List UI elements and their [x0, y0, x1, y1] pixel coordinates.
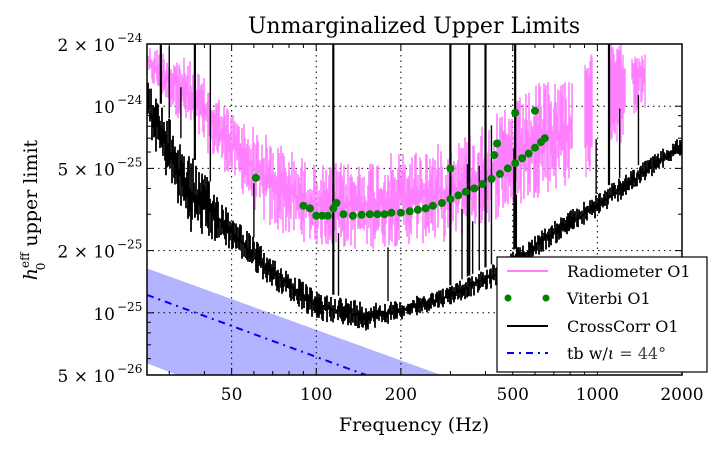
viterbi-point — [306, 204, 314, 213]
radiometer-burst — [608, 44, 626, 144]
viterbi-point — [318, 211, 327, 220]
radiometer-burst — [584, 54, 593, 178]
viterbi-point — [421, 204, 430, 213]
viterbi-point — [446, 164, 455, 173]
y-tick-mantissa: 5 × 10 — [58, 160, 116, 180]
y-tick-label: 2 × 10 — [58, 243, 116, 263]
viterbi-point — [251, 173, 260, 182]
y-label-rest: upper limit — [20, 139, 42, 252]
viterbi-series — [251, 106, 549, 220]
tb-line — [147, 294, 367, 375]
tb-line-series — [147, 294, 367, 375]
y-label-h: h — [20, 268, 42, 280]
viterbi-point — [518, 154, 527, 163]
viterbi-point — [531, 143, 539, 152]
viterbi-point — [405, 207, 414, 216]
y-tick-label: 2 × 10 — [58, 36, 116, 56]
viterbi-point — [428, 201, 437, 210]
radiometer-burst — [631, 54, 646, 114]
viterbi-point — [339, 210, 348, 219]
x-tick-label: 100 — [300, 385, 332, 405]
y-tick-label: 5 × 10 — [58, 160, 116, 180]
viterbi-point — [490, 151, 499, 160]
y-tick-exponent: −25 — [117, 238, 142, 252]
y-tick-exponent: −24 — [117, 93, 143, 107]
viterbi-point — [373, 210, 382, 219]
viterbi-point — [312, 211, 321, 220]
viterbi-point — [332, 199, 341, 207]
x-axis: 50 100 200 500 1000 2000 — [168, 44, 704, 405]
legend-crosscorr-label: CrossCorr O1 — [567, 317, 679, 336]
plot-frame — [146, 43, 683, 376]
viterbi-point — [323, 211, 332, 220]
viterbi-point — [454, 191, 463, 200]
legend-tb-label-rest: = 44° — [614, 344, 666, 363]
y-tick-exponent: −24 — [117, 31, 143, 45]
y-tick-exponent: −25 — [117, 300, 142, 314]
viterbi-point — [511, 159, 520, 168]
tb-band-layer — [147, 268, 442, 375]
legend: Radiometer O1 Viterbi O1 CrossCorr O1 tb… — [496, 256, 708, 373]
legend-viterbi-dot-1 — [504, 294, 512, 302]
y-tick-mantissa: 2 × 10 — [58, 36, 116, 56]
viterbi-point — [531, 106, 539, 115]
viterbi-point — [357, 210, 366, 219]
x-axis-label: Frequency (Hz) — [339, 414, 489, 436]
viterbi-point — [461, 187, 470, 196]
viterbi-point — [299, 201, 308, 210]
legend-tb-label: tb w/ι = 44° — [567, 344, 666, 363]
tb-band — [147, 268, 442, 375]
viterbi-point — [511, 108, 520, 117]
y-tick-mantissa: 2 × 10 — [58, 243, 116, 263]
y-tick-exponent: −25 — [117, 155, 142, 169]
x-tick-label: 1000 — [576, 385, 619, 405]
legend-tb-label-main: tb w/ — [567, 344, 608, 363]
viterbi-point — [524, 149, 533, 158]
x-tick-label: 2000 — [660, 385, 703, 405]
viterbi-point — [495, 169, 504, 178]
viterbi-point — [493, 139, 502, 148]
viterbi-point — [348, 211, 357, 220]
viterbi-point — [380, 210, 389, 219]
viterbi-point — [413, 205, 422, 214]
y-tick-label: 10 — [93, 98, 115, 118]
x-tick-label: 500 — [497, 385, 529, 405]
viterbi-point — [487, 174, 496, 183]
viterbi-point — [540, 134, 549, 143]
viterbi-point — [396, 208, 405, 217]
viterbi-point — [503, 164, 512, 173]
y-tick-mantissa: 5 × 10 — [58, 367, 116, 387]
y-label-sup: eff — [18, 251, 32, 268]
y-tick-exponent: −26 — [117, 362, 142, 376]
y-tick-label: 10 — [93, 305, 115, 325]
x-tick-label: 50 — [221, 385, 243, 405]
y-label-sub: 0 — [34, 263, 48, 271]
y-axis-label: heff 0 upper limit — [18, 139, 48, 280]
legend-viterbi-label: Viterbi O1 — [566, 289, 651, 308]
viterbi-point — [478, 180, 487, 188]
viterbi-point — [446, 195, 455, 204]
legend-radiometer-label: Radiometer O1 — [567, 262, 691, 281]
y-tick-mantissa: 10 — [93, 98, 115, 118]
viterbi-point — [387, 208, 396, 217]
y-tick-label: 5 × 10 — [58, 367, 116, 387]
legend-tb-label-iota: ι — [608, 344, 614, 363]
chart-title: Unmarginalized Upper Limits — [248, 14, 580, 39]
viterbi-point — [438, 199, 446, 207]
legend-viterbi-dot-2 — [542, 294, 550, 302]
viterbi-point — [470, 184, 479, 193]
x-tick-label: 200 — [385, 385, 417, 405]
y-tick-mantissa: 10 — [93, 305, 115, 325]
viterbi-point — [365, 210, 374, 219]
